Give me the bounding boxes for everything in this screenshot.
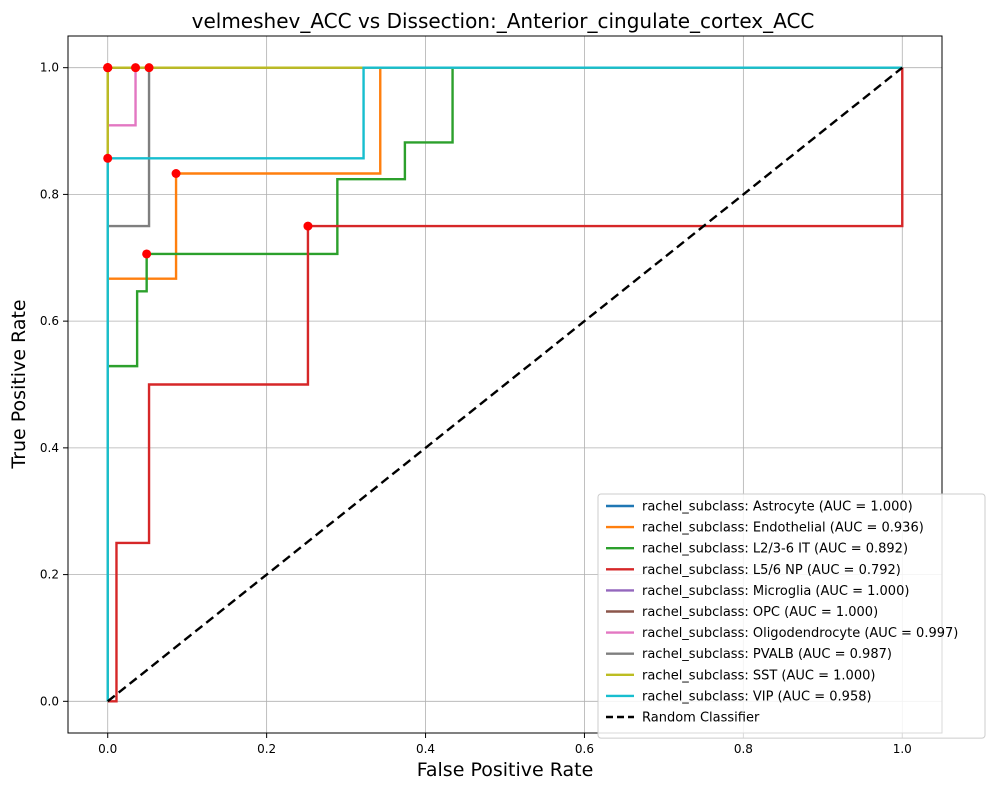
x-tick-label: 0.8: [734, 742, 753, 756]
threshold-markers: [103, 63, 313, 259]
legend-label: rachel_subclass: L2/3-6 IT (AUC = 0.892): [642, 542, 908, 557]
chart-title: velmeshev_ACC vs Dissection:_Anterior_ci…: [192, 9, 815, 33]
legend-label: rachel_subclass: L5/6 NP (AUC = 0.792): [642, 563, 901, 578]
legend-label: rachel_subclass: Astrocyte (AUC = 1.000): [642, 500, 913, 515]
y-tick-label: 0.8: [40, 187, 59, 201]
legend-label: rachel_subclass: OPC (AUC = 1.000): [642, 605, 878, 620]
y-axis-label: True Positive Rate: [8, 299, 30, 469]
x-tick-label: 0.2: [257, 742, 276, 756]
legend-label: rachel_subclass: Endothelial (AUC = 0.93…: [642, 521, 924, 536]
threshold-marker: [131, 63, 141, 73]
threshold-marker: [142, 249, 152, 259]
legend-label: rachel_subclass: VIP (AUC = 0.958): [642, 689, 872, 704]
y-tick-label: 0.0: [40, 694, 59, 708]
y-tick-label: 0.4: [40, 441, 59, 455]
plot-frame: [67, 35, 943, 734]
x-tick-label: 1.0: [893, 742, 912, 756]
threshold-marker: [103, 153, 113, 163]
threshold-marker: [144, 63, 154, 73]
legend-label: rachel_subclass: Oligodendrocyte (AUC = …: [642, 626, 958, 641]
x-axis-label: False Positive Rate: [417, 759, 594, 781]
threshold-marker: [171, 168, 181, 178]
legend-label: rachel_subclass: SST (AUC = 1.000): [642, 668, 875, 683]
x-tick-label: 0.0: [98, 742, 117, 756]
legend-label: rachel_subclass: Microglia (AUC = 1.000): [642, 584, 909, 599]
legend-label: rachel_subclass: PVALB (AUC = 0.987): [642, 647, 892, 662]
y-tick-label: 0.6: [40, 314, 59, 328]
roc-curve: [106, 66, 903, 702]
y-tick-label: 0.2: [40, 568, 59, 582]
legend: rachel_subclass: Astrocyte (AUC = 1.000)…: [597, 493, 986, 739]
legend-label: Random Classifier: [642, 711, 760, 726]
threshold-marker: [303, 221, 313, 231]
x-tick-label: 0.4: [416, 742, 435, 756]
threshold-marker: [103, 63, 113, 73]
roc-curve: [106, 66, 903, 702]
x-tick-label: 0.6: [575, 742, 594, 756]
y-tick-label: 1.0: [40, 61, 59, 75]
legend-box: [597, 493, 986, 739]
random-classifier-line: [106, 66, 904, 703]
